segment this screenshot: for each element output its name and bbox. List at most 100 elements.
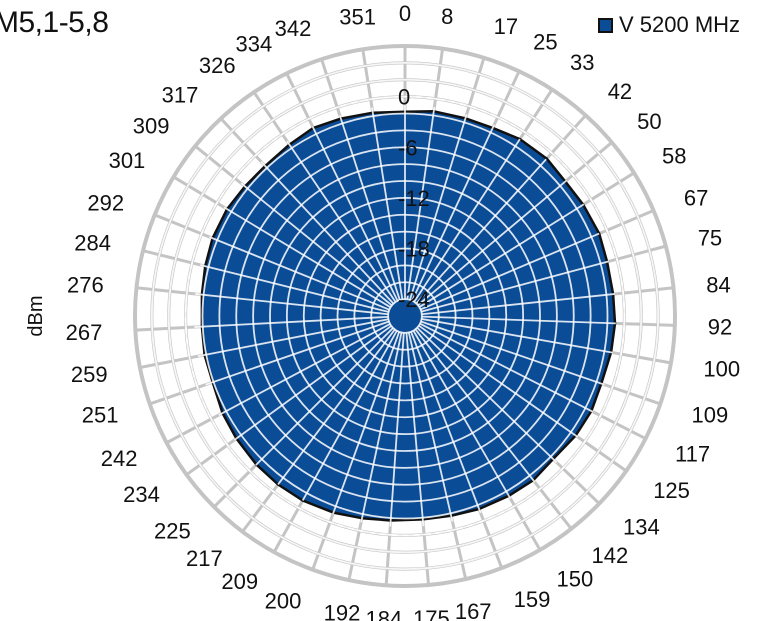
overlay-spoke-16 <box>416 327 558 464</box>
angle-label-37: 309 <box>133 113 170 138</box>
angle-label-3: 25 <box>533 29 557 54</box>
overlay-spoke-25 <box>301 330 398 501</box>
angle-label-31: 259 <box>71 362 108 387</box>
angle-label-6: 50 <box>637 109 661 134</box>
overlay-spoke-2 <box>409 114 468 301</box>
angle-label-20: 167 <box>455 599 492 621</box>
overlay-spoke-6 <box>417 179 568 306</box>
angle-label-19: 159 <box>514 587 551 612</box>
overlay-spoke-33 <box>195 293 389 316</box>
angle-label-4: 33 <box>570 50 594 75</box>
overlay-spoke-9 <box>421 260 609 313</box>
overlay-spoke-17 <box>414 328 536 483</box>
overlay-spoke-27 <box>255 327 394 466</box>
overlay-spoke-15 <box>418 324 579 438</box>
overlay-spoke-4 <box>413 138 521 303</box>
overlay-spoke-29 <box>218 323 391 416</box>
angle-label-22: 184 <box>366 606 403 621</box>
angle-label-33: 276 <box>67 272 104 297</box>
overlay-spoke-21 <box>405 332 425 527</box>
radial-tick-1: -6 <box>398 135 418 160</box>
angle-label-13: 109 <box>692 403 729 428</box>
overlay-spoke-32 <box>194 315 389 328</box>
overlay-spoke-8 <box>420 232 600 311</box>
overlay-spoke-1 <box>406 106 436 300</box>
angle-label-28: 234 <box>123 482 160 507</box>
overlay-spoke-40 <box>311 126 399 302</box>
angle-label-36: 301 <box>109 148 146 173</box>
overlay-spoke-30 <box>205 320 390 386</box>
radial-tick-3: -18 <box>398 237 430 262</box>
angle-label-29: 242 <box>101 446 138 471</box>
overlay-spoke-22 <box>389 332 405 527</box>
overlay-ring <box>150 61 660 571</box>
radial-tick-2: -12 <box>398 186 430 211</box>
y-axis-label: dBm <box>25 295 47 336</box>
angle-label-17: 142 <box>592 543 629 568</box>
angle-label-35: 292 <box>87 191 124 216</box>
overlay-spoke-11 <box>421 315 616 325</box>
angle-label-25: 209 <box>221 569 258 594</box>
angle-label-41: 342 <box>275 16 312 41</box>
angle-label-10: 84 <box>706 272 730 297</box>
overlay-spoke-14 <box>419 322 594 413</box>
overlay-ring <box>167 78 643 554</box>
overlay-spoke-41 <box>338 115 401 301</box>
angle-label-40: 334 <box>235 32 272 57</box>
angle-label-12: 100 <box>703 357 740 382</box>
overlay-spoke-28 <box>233 325 392 441</box>
overlay-spoke-19 <box>410 331 482 514</box>
overlay-spoke-36 <box>223 206 391 309</box>
angle-label-8: 67 <box>684 186 708 211</box>
angle-label-42: 351 <box>339 5 376 30</box>
angle-label-27: 225 <box>154 518 191 543</box>
angle-label-2: 17 <box>494 14 518 39</box>
overlay-spoke-38 <box>260 161 395 305</box>
angle-label-1: 8 <box>441 4 453 29</box>
grid-overlay <box>150 61 660 571</box>
overlay-spoke-24 <box>332 331 401 515</box>
overlay-spoke-35 <box>209 236 390 311</box>
radial-tick-4: -24 <box>398 287 430 312</box>
angle-label-7: 58 <box>662 143 686 168</box>
legend: V 5200 MHz <box>598 12 740 38</box>
chart-title: M5,1-5,8 <box>0 6 109 39</box>
angle-label-24: 200 <box>265 589 302 614</box>
angle-label-15: 125 <box>653 478 690 503</box>
overlay-spoke-37 <box>240 182 393 307</box>
overlay-spoke-12 <box>421 318 613 354</box>
overlay-spoke-5 <box>415 158 547 305</box>
overlay-spoke-13 <box>420 320 605 386</box>
angle-label-18: 150 <box>557 566 594 591</box>
radial-tick-0: 0 <box>398 85 410 110</box>
angle-label-21: 175 <box>413 606 450 621</box>
angle-label-38: 317 <box>162 82 199 107</box>
data-point-5 <box>545 157 548 160</box>
overlay-spoke-7 <box>418 203 585 308</box>
legend-label: V 5200 MHz <box>619 12 741 37</box>
overlay-spoke-10 <box>421 293 615 316</box>
overlay-spoke-31 <box>197 318 389 358</box>
angle-label-5: 42 <box>608 79 632 104</box>
zero-reference-ring <box>184 95 626 537</box>
overlay-spoke-26 <box>277 328 396 486</box>
overlay-spoke-20 <box>407 332 454 522</box>
overlay-spoke-23 <box>360 332 403 523</box>
angle-label-39: 326 <box>199 53 236 78</box>
legend-swatch <box>598 17 613 33</box>
angle-label-23: 192 <box>324 600 361 621</box>
angle-label-11: 92 <box>708 315 732 340</box>
angle-label-14: 117 <box>675 442 710 467</box>
overlay-spoke-34 <box>200 264 389 313</box>
angle-label-30: 251 <box>82 403 119 428</box>
angle-label-16: 134 <box>623 515 660 540</box>
angle-label-9: 75 <box>698 226 722 251</box>
overlay-spoke-42 <box>371 107 404 300</box>
angle-label-0: 0 <box>399 1 411 26</box>
overlay-spoke-39 <box>286 140 397 303</box>
angle-label-34: 284 <box>74 231 111 256</box>
angle-label-26: 217 <box>186 546 223 571</box>
angle-label-32: 267 <box>66 320 103 345</box>
